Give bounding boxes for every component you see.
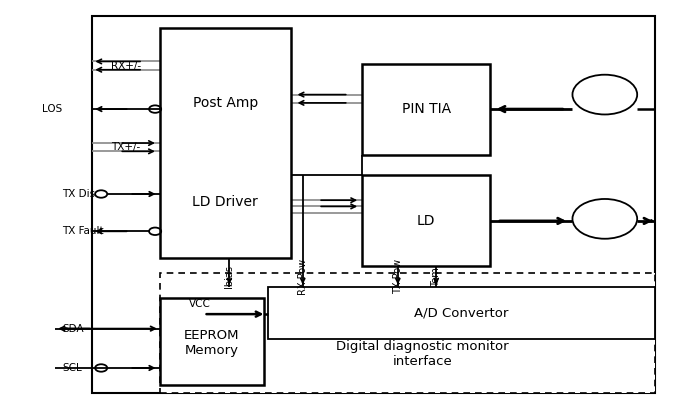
Bar [160, 273, 655, 393]
Text: LOS: LOS [42, 104, 62, 114]
Bar [92, 16, 655, 393]
Text: Post Amp: Post Amp [192, 96, 258, 110]
Text: SCL: SCL [62, 363, 82, 373]
Text: RX Pow: RX Pow [298, 259, 308, 295]
Text: Tem: Tem [431, 267, 441, 287]
Bar [362, 63, 490, 155]
Text: LD Driver: LD Driver [192, 195, 258, 209]
Text: TX Pow: TX Pow [393, 259, 403, 294]
Bar [160, 298, 264, 384]
Text: LD: LD [417, 214, 435, 228]
Text: Digital diagnostic monitor
interface: Digital diagnostic monitor interface [336, 340, 509, 368]
Text: A/D Convertor: A/D Convertor [414, 306, 508, 319]
Bar [362, 176, 490, 266]
Text: VCC: VCC [190, 299, 211, 309]
Bar [267, 287, 655, 339]
Text: EEPROM
Memory: EEPROM Memory [184, 329, 240, 357]
Text: TX+/-: TX+/- [112, 142, 141, 152]
Text: Ibias: Ibias [224, 265, 234, 288]
Bar [160, 28, 291, 258]
Text: TX Dis: TX Dis [62, 189, 95, 199]
Text: TX Fault: TX Fault [62, 226, 104, 236]
Text: PIN TIA: PIN TIA [401, 102, 451, 116]
Text: SDA: SDA [62, 324, 84, 334]
Text: RX+/-: RX+/- [111, 60, 141, 70]
